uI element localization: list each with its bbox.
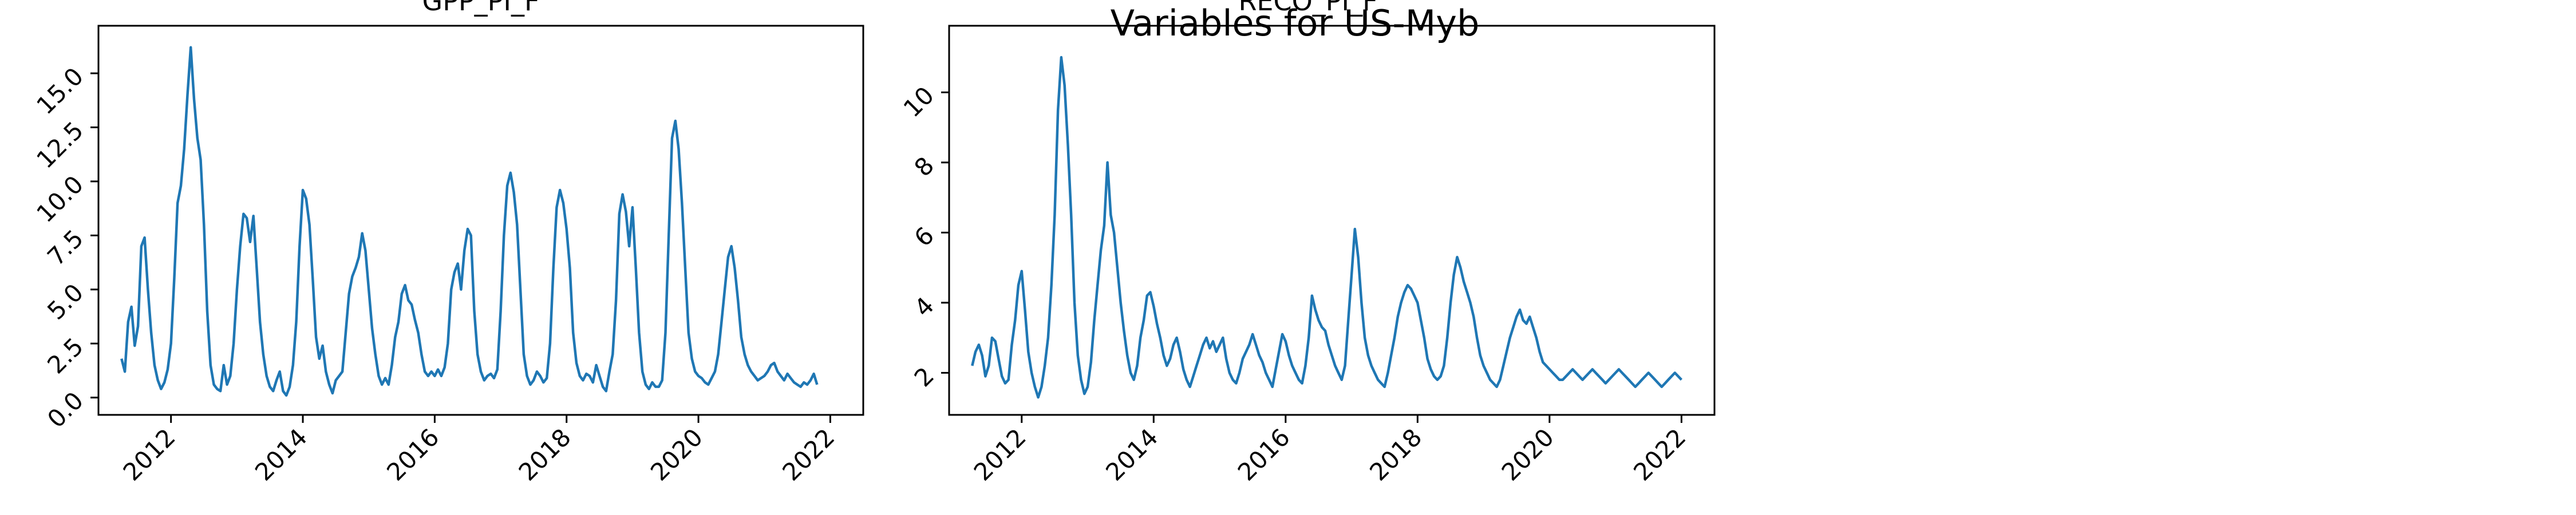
figure-suptitle: Variables for US-Myb [1111, 2, 1480, 44]
panel-title: RECO_PI_F [1238, 0, 1377, 17]
series-line [971, 56, 1683, 399]
series-line [120, 46, 819, 397]
panel-title: GPP_PI_F [422, 0, 540, 17]
axes-frame [97, 25, 864, 416]
axes-frame [948, 25, 1716, 416]
